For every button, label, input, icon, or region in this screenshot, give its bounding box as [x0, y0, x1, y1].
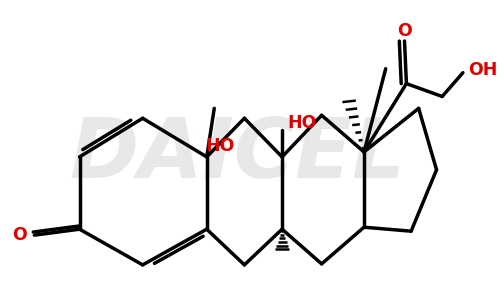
Text: O: O: [12, 226, 27, 244]
Text: HO: HO: [206, 137, 235, 155]
Text: O: O: [397, 22, 412, 39]
Text: OH: OH: [468, 61, 498, 79]
Text: DAICEL: DAICEL: [69, 114, 405, 195]
Text: HO: HO: [288, 114, 317, 132]
